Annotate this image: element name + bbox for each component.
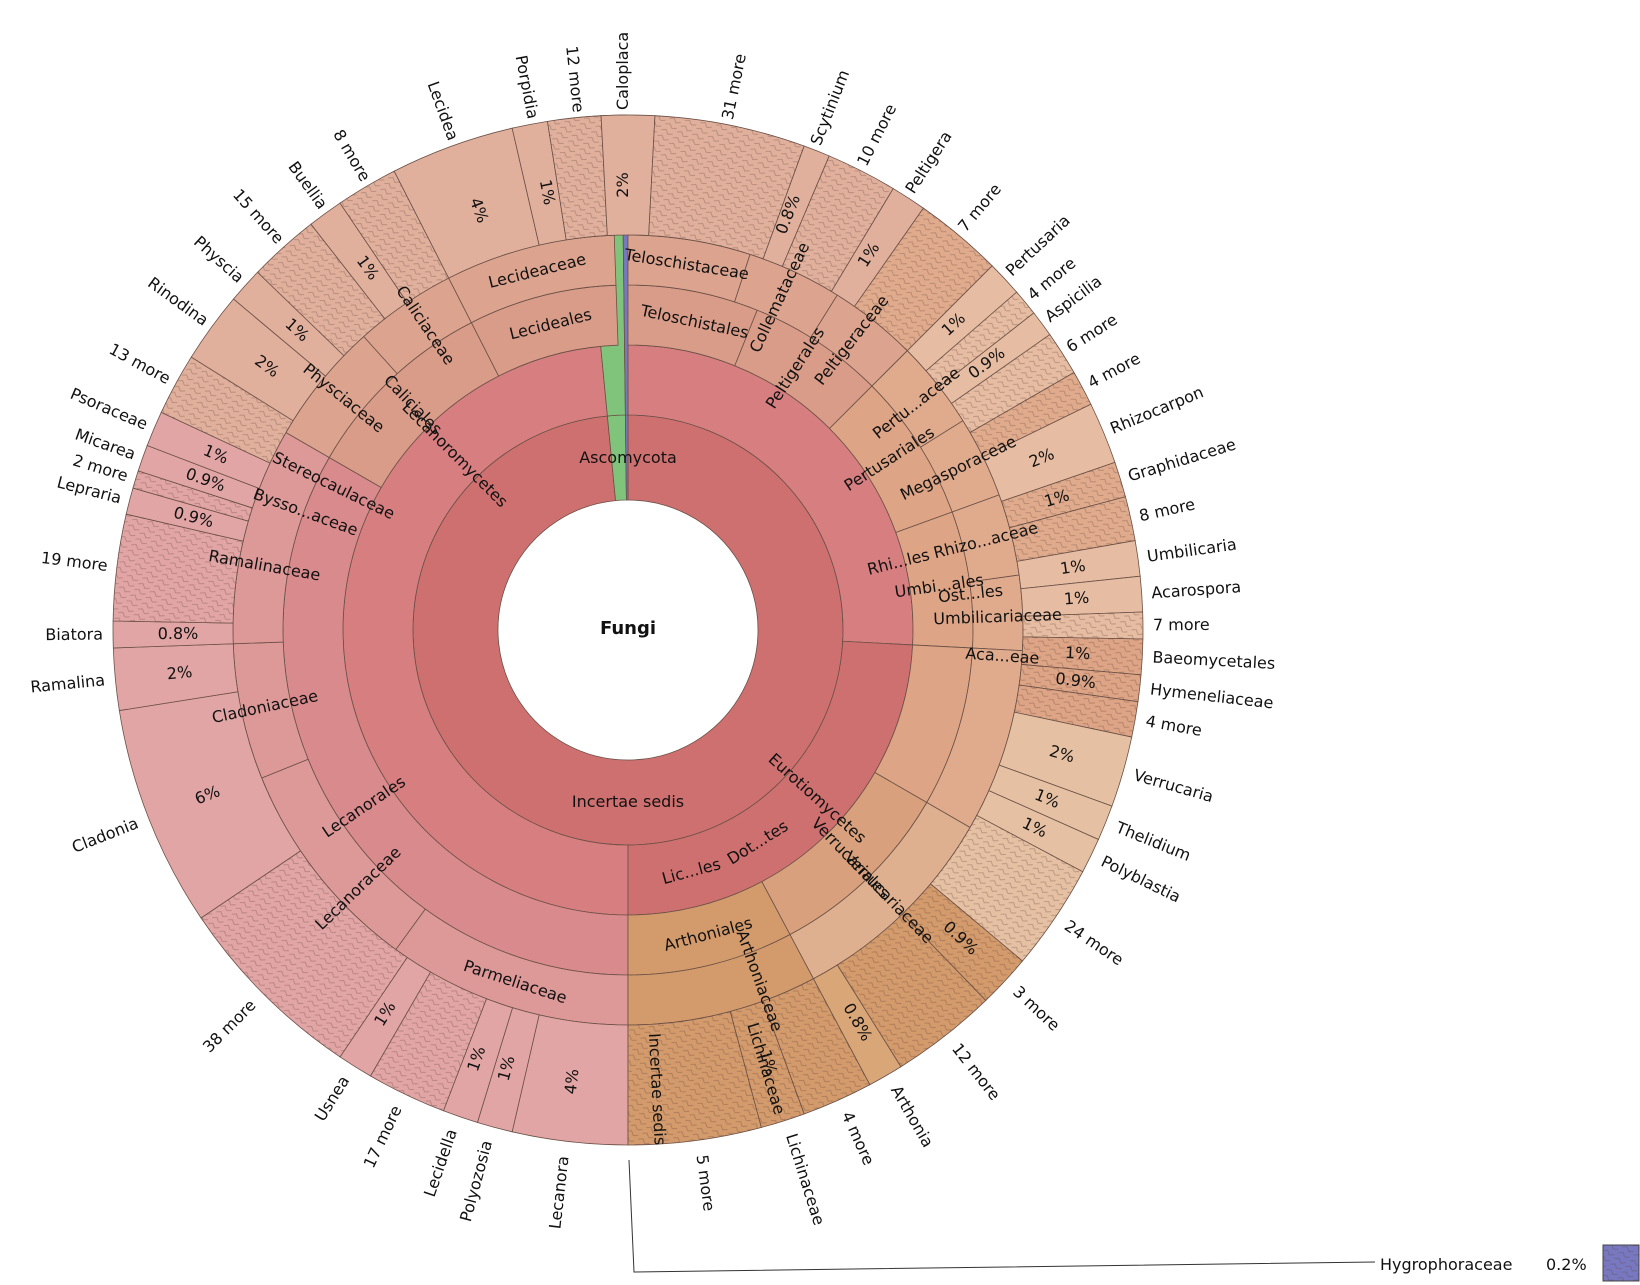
- label-13-more: 13 more: [106, 339, 174, 388]
- 8-more-hatch: [340, 171, 449, 303]
- label-biatora: Biatora: [45, 625, 103, 645]
- 4-more-b-hatch: [970, 372, 1091, 457]
- label-verrucaria: Verrucaria: [1132, 765, 1216, 806]
- label-6-more: 6 more: [1063, 310, 1121, 356]
- label-4-more-d: 4 more: [838, 1109, 878, 1169]
- legend-swatch-hatch: [1603, 1245, 1639, 1281]
- baeomycetales-hatch: [1021, 636, 1143, 675]
- label-3-more: 3 more: [1009, 982, 1063, 1035]
- 8-more-b-hatch: [1009, 496, 1136, 562]
- label-peltigera: Peltigera: [901, 127, 955, 196]
- label-umbilicariaceae: Umbilicariaceae: [933, 605, 1062, 628]
- pct-baeomycetales: 1%: [1064, 643, 1090, 663]
- 19-more-hatch: [113, 514, 244, 624]
- label-scytinium: Scytinium: [806, 67, 853, 148]
- 6-more-hatch: [951, 334, 1075, 433]
- 24-more-hatch: [930, 815, 1083, 962]
- label-15-more: 15 more: [229, 185, 288, 247]
- pct-ramalina: 2%: [166, 662, 193, 683]
- hymeneliaceae-hatch: [1019, 664, 1142, 702]
- label-polyozosia: Polyozosia: [456, 1138, 496, 1223]
- 13-more-hatch: [161, 357, 294, 464]
- label-ramalina: Ramalina: [30, 670, 106, 696]
- label-thelidium: Thelidium: [1112, 817, 1193, 865]
- graphidaceae-hatch: [1001, 462, 1126, 528]
- label-ascomycota: Ascomycota: [579, 448, 677, 467]
- lichinaceae-hatch: [730, 1001, 805, 1128]
- pct-hymeneliaceae: 0.9%: [1054, 669, 1097, 692]
- label-hymeneliaceae: Hymeneliaceae: [1149, 680, 1274, 713]
- label-5-more: 5 more: [693, 1154, 719, 1213]
- pct-acarospora: 1%: [1063, 588, 1090, 609]
- label-umbilicaria: Umbilicaria: [1146, 535, 1238, 566]
- label-buellia: Buellia: [284, 158, 331, 213]
- label-17-more: 17 more: [360, 1102, 406, 1171]
- label-porpidia: Porpidia: [512, 54, 543, 121]
- label-31-more: 31 more: [718, 52, 750, 121]
- 31-more-hatch: [648, 115, 805, 259]
- label-38-more: 38 more: [199, 996, 260, 1057]
- 5-more-hatch: [628, 1011, 762, 1145]
- pct-umbilicaria: 1%: [1059, 556, 1087, 578]
- label-incertae-sedis-phylum: Incertae sedis: [572, 792, 684, 811]
- 7-more-b-hatch: [1022, 612, 1143, 639]
- label-arthonia: Arthonia: [887, 1082, 938, 1150]
- 7-more-hatch: [854, 208, 993, 351]
- root-label: Fungi: [600, 618, 656, 639]
- label-lecanora: Lecanora: [545, 1155, 572, 1230]
- label-4-more-c: 4 more: [1144, 711, 1203, 740]
- label-lecidea: Lecidea: [424, 79, 463, 143]
- sunburst-wedges: [112, 114, 1144, 1146]
- 2-more-hatch: [132, 470, 253, 522]
- legend-name: Hygrophoraceae: [1380, 1255, 1512, 1274]
- label-polyblastia: Polyblastia: [1098, 852, 1184, 907]
- 4-more-c-hatch: [1014, 684, 1138, 738]
- pct-lecanora: 4%: [561, 1068, 583, 1095]
- label-rinodina: Rinodina: [144, 273, 212, 330]
- 4-more-a-hatch: [926, 292, 1034, 387]
- 4-more-d-hatch: [763, 978, 870, 1114]
- 12-more-hatch: [547, 115, 608, 240]
- label-graphidaceae: Graphidaceae: [1126, 434, 1238, 485]
- legend-leader: [628, 1159, 1376, 1273]
- label-baeomycetales: Baeomycetales: [1152, 647, 1276, 672]
- label-lichinaceae: Lichinaceae: [782, 1131, 829, 1227]
- label-rhizocarpon: Rhizocarpon: [1107, 382, 1206, 437]
- 17-more-hatch: [370, 972, 487, 1111]
- legend-pct: 0.2%: [1546, 1255, 1587, 1274]
- label-10-more: 10 more: [853, 101, 900, 169]
- label-12-more: 12 more: [562, 45, 588, 114]
- label-24-more: 24 more: [1061, 916, 1127, 969]
- 3-more-hatch: [902, 883, 1023, 1001]
- label-7-more-b: 7 more: [1153, 615, 1210, 634]
- 12-more-b-hatch: [837, 914, 986, 1067]
- label-acarospora: Acarospora: [1151, 577, 1242, 602]
- 38-more-hatch: [201, 850, 408, 1057]
- label-12-more-b: 12 more: [948, 1039, 1004, 1103]
- label-19-more: 19 more: [40, 548, 109, 575]
- label-lecidella: Lecidella: [420, 1127, 461, 1200]
- label-physcia: Physcia: [190, 232, 248, 287]
- label-7-more: 7 more: [954, 180, 1005, 236]
- label-cladonia: Cladonia: [69, 813, 141, 856]
- pct-caloplaca: 2%: [613, 172, 632, 197]
- 15-more-hatch: [257, 224, 385, 356]
- pct-biatora: 0.8%: [158, 624, 199, 643]
- label-8-more: 8 more: [329, 126, 374, 185]
- 10-more-hatch: [782, 155, 894, 292]
- label-caloplaca: Caloplaca: [613, 32, 632, 110]
- pct-porpidia: 1%: [536, 178, 559, 207]
- label-4-more-b: 4 more: [1085, 349, 1144, 392]
- label-usnea: Usnea: [311, 1072, 354, 1124]
- label-8-more-b: 8 more: [1137, 494, 1196, 525]
